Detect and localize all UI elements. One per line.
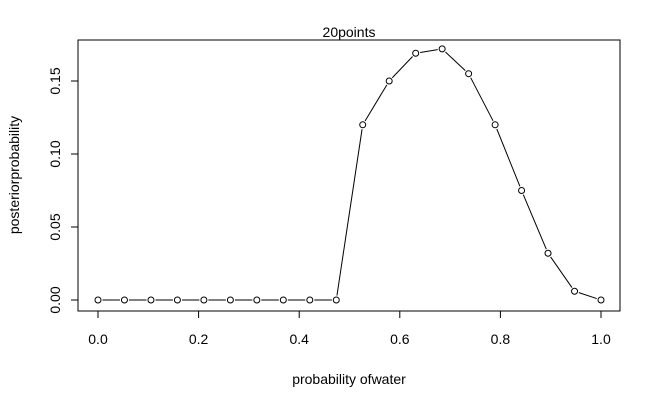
data-point — [253, 296, 261, 304]
series — [94, 45, 605, 304]
data-point — [544, 249, 552, 257]
y-axis: 0.00 0.05 0.10 0.15 — [47, 67, 79, 314]
chart-title: 20points — [323, 24, 376, 40]
data-point — [279, 296, 287, 304]
series-segment — [364, 84, 388, 122]
data-point — [465, 70, 473, 78]
data-point — [306, 296, 314, 304]
plot-box — [77, 39, 621, 312]
x-tick-label: 0.6 — [390, 331, 410, 347]
series-segment — [336, 129, 363, 296]
y-tick-label: 0.00 — [47, 286, 63, 313]
series-segment — [522, 194, 547, 250]
y-tick-label: 0.15 — [47, 67, 63, 94]
data-point — [94, 296, 102, 304]
data-point — [571, 287, 579, 295]
series-segment — [578, 292, 597, 300]
y-tick-label: 0.05 — [47, 213, 63, 240]
data-point — [332, 296, 340, 304]
data-point — [200, 296, 208, 304]
data-point — [412, 49, 420, 57]
x-axis: 0.0 0.2 0.4 0.6 0.8 1.0 — [88, 310, 611, 347]
x-tick-label: 0.4 — [289, 331, 309, 347]
series-segment — [391, 56, 413, 79]
y-tick-label: 0.10 — [47, 140, 63, 167]
series-segment — [496, 128, 521, 187]
x-tick-label: 0.0 — [88, 331, 108, 347]
data-point — [173, 296, 181, 304]
data-point — [147, 296, 155, 304]
data-point — [518, 187, 526, 194]
x-tick-label: 1.0 — [591, 331, 611, 347]
data-point — [120, 296, 128, 304]
series-segment — [420, 49, 438, 54]
x-tick-label: 0.2 — [189, 331, 209, 347]
series-segment — [445, 51, 466, 71]
data-point — [359, 121, 367, 129]
x-axis-label: probability ofwater — [292, 371, 406, 387]
series-segment — [550, 256, 573, 288]
x-tick-label: 0.8 — [491, 331, 511, 347]
data-point — [597, 296, 605, 304]
data-point — [226, 296, 234, 304]
data-point — [438, 45, 446, 53]
data-point — [385, 77, 393, 85]
series-segment — [470, 77, 494, 122]
data-point — [491, 121, 499, 129]
y-axis-label: posteriorprobability — [6, 116, 22, 234]
